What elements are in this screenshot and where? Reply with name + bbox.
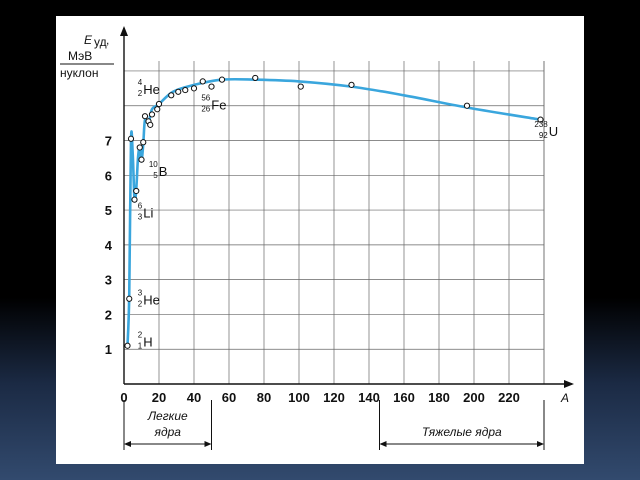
y-axis-subscript: уд — [94, 35, 107, 49]
x-tick-label-40: 40 — [187, 390, 201, 405]
x-tick-label-80: 80 — [257, 390, 271, 405]
data-point-25 — [537, 116, 544, 123]
x-axis-arrow — [564, 380, 574, 388]
x-tick-label-180: 180 — [428, 390, 450, 405]
data-point-24 — [463, 102, 471, 109]
points-layer — [124, 74, 544, 349]
data-point-10 — [147, 121, 154, 128]
nuclide-label-u: 238 92 U — [534, 120, 558, 140]
y-axis-unit-top: МэВ — [68, 49, 92, 63]
data-point-8 — [141, 113, 149, 120]
nuclide-mass-fe: 56 — [201, 94, 210, 103]
y-axis-arrow — [120, 26, 128, 36]
region-1: Тяжелые ядра — [379, 400, 545, 450]
data-point-15 — [175, 88, 182, 95]
nuclide-symbol-li: Li — [143, 206, 153, 221]
data-point-5 — [136, 144, 143, 151]
y-tick-label-1: 1 — [105, 342, 112, 357]
region-label-0-line2: ядра — [154, 425, 182, 439]
nuclide-charge-he4: 2 — [138, 89, 143, 98]
nuclide-charge-li: 3 — [138, 213, 143, 222]
nuclide-charge-b: 5 — [153, 171, 158, 180]
region-arrow-right-0 — [204, 441, 212, 447]
nuclide-symbol-fe: Fe — [211, 98, 226, 113]
data-point-4 — [133, 187, 140, 195]
x-tick-label-60: 60 — [222, 390, 236, 405]
y-tick-label-5: 5 — [105, 203, 112, 218]
data-point-21 — [252, 74, 259, 82]
data-point-19 — [208, 83, 215, 90]
data-point-16 — [182, 86, 189, 94]
data-point-6 — [138, 156, 145, 163]
data-point-20 — [218, 76, 226, 83]
data-point-11 — [148, 111, 156, 118]
y-axis-symbol: E — [84, 33, 93, 47]
data-point-2 — [127, 135, 135, 142]
nuclide-mass-h: 2 — [138, 330, 143, 339]
x-tick-label-220: 220 — [498, 390, 520, 405]
region-0: Легкие ядра — [123, 400, 212, 450]
region-arrow-left-0 — [124, 441, 131, 447]
x-tick-label-0: 0 — [120, 390, 127, 405]
nuclide-symbol-h: H — [143, 334, 152, 349]
data-point-7 — [140, 139, 147, 146]
data-point-22 — [297, 83, 304, 90]
nuclide-mass-u: 238 — [534, 120, 548, 129]
nuclide-label-he3: 3 2 He — [138, 289, 160, 309]
data-point-23 — [348, 81, 355, 88]
nuclide-charge-he3: 2 — [138, 300, 143, 309]
data-point-14 — [168, 92, 175, 99]
tick-labels: 0 20 40 60 80 100 120 140 160 180 200 220 1 2 3 4 5 6 7 — [105, 134, 520, 405]
data-point-12 — [154, 106, 161, 113]
data-point-1 — [126, 295, 133, 302]
data-point-13 — [155, 100, 163, 108]
nuclide-charge-h: 1 — [138, 341, 143, 350]
nuclide-mass-he3: 3 — [138, 289, 143, 298]
axes — [120, 26, 574, 388]
y-tick-label-7: 7 — [105, 134, 112, 149]
x-tick-label-20: 20 — [152, 390, 166, 405]
nuclide-symbol-u: U — [549, 124, 558, 139]
y-tick-label-2: 2 — [105, 307, 112, 322]
data-point-0 — [124, 342, 131, 349]
y-axis-comma: , — [106, 33, 109, 47]
region-label-1-line1: Тяжелые ядра — [422, 425, 502, 439]
x-tick-label-120: 120 — [323, 390, 345, 405]
nuclide-symbol-he4: He — [143, 82, 160, 97]
nuclide-charge-fe: 26 — [201, 105, 210, 114]
nuclide-mass-b: 10 — [149, 160, 158, 169]
x-tick-label-140: 140 — [358, 390, 380, 405]
x-tick-label-100: 100 — [288, 390, 310, 405]
nuclide-mass-he4: 4 — [138, 78, 143, 87]
x-tick-label-160: 160 — [393, 390, 415, 405]
region-arrow-right-1 — [537, 441, 544, 447]
y-tick-label-6: 6 — [105, 168, 112, 183]
data-point-3 — [131, 196, 138, 203]
regions: Легкие ядра Тяжелые ядра — [123, 400, 545, 450]
data-point-17 — [190, 85, 198, 92]
nuclide-label-b: 10 5 B — [149, 160, 168, 180]
data-point-18 — [199, 78, 206, 85]
y-tick-label-4: 4 — [105, 238, 113, 253]
y-axis-unit-bottom: нуклон — [60, 66, 98, 80]
nuclide-label-h: 2 1 H — [138, 330, 153, 350]
nuclide-label-li: 6 3 Li — [138, 202, 154, 222]
nuclide-mass-li: 6 — [138, 202, 143, 211]
x-axis-label: A — [560, 391, 569, 405]
nuclide-symbol-b: B — [159, 164, 168, 179]
y-tick-label-3: 3 — [105, 273, 112, 288]
nuclide-symbol-he3: He — [143, 293, 160, 308]
region-label-0-line1: Легкие — [147, 409, 188, 423]
nuclide-label-he4: 4 2 He — [138, 78, 160, 98]
nuclide-label-fe: 56 26 Fe — [201, 94, 226, 114]
nuclide-charge-u: 92 — [539, 131, 548, 140]
region-arrow-left-1 — [379, 441, 387, 447]
x-tick-label-200: 200 — [463, 390, 485, 405]
